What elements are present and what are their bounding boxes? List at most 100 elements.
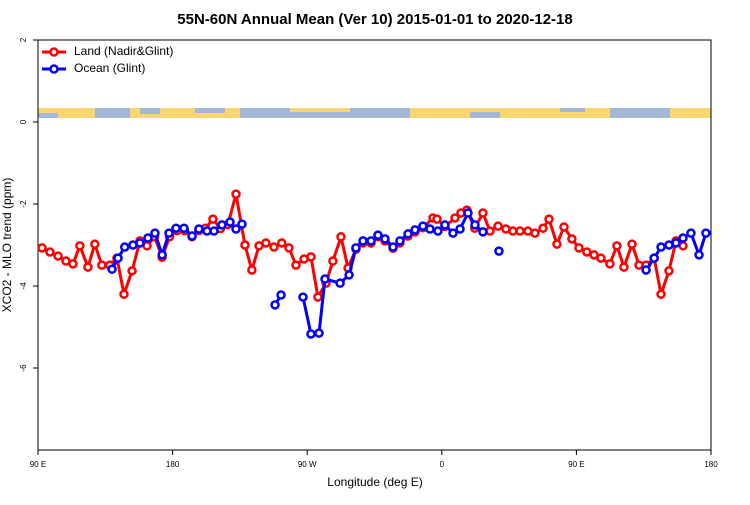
- data-point: [107, 264, 117, 274]
- data-point: [194, 224, 204, 234]
- x-tick-label: 0: [440, 460, 445, 469]
- data-point: [701, 228, 711, 238]
- data-point: [171, 223, 181, 233]
- y-tick-label: 2: [19, 37, 28, 42]
- data-point: [358, 236, 368, 246]
- data-point: [225, 217, 235, 227]
- chart-title: 55N-60N Annual Mean (Ver 10) 2015-01-01 …: [177, 11, 572, 28]
- data-point: [164, 228, 174, 238]
- y-tick-label: -2: [19, 200, 28, 208]
- data-point: [478, 208, 488, 218]
- data-point: [627, 239, 637, 249]
- data-point: [237, 219, 247, 229]
- data-point: [344, 270, 354, 280]
- data-point: [247, 265, 257, 275]
- data-point: [567, 234, 577, 244]
- data-point: [179, 223, 189, 233]
- data-point: [127, 266, 137, 276]
- data-point: [157, 250, 167, 260]
- data-point: [270, 300, 280, 310]
- data-point: [425, 224, 435, 234]
- data-point: [314, 328, 324, 338]
- data-point: [671, 238, 681, 248]
- data-point: [494, 246, 504, 256]
- data-point: [694, 250, 704, 260]
- data-point: [335, 278, 345, 288]
- data-point: [97, 260, 107, 270]
- data-point: [68, 259, 78, 269]
- data-point: [596, 253, 606, 263]
- data-point: [90, 239, 100, 249]
- data-point: [619, 262, 629, 272]
- x-tick-label: 90 E: [30, 460, 46, 469]
- legend-marker: [49, 47, 59, 57]
- data-point: [605, 259, 615, 269]
- data-point: [433, 226, 443, 236]
- data-point: [612, 241, 622, 251]
- x-tick-label: 180: [166, 460, 180, 469]
- data-point: [678, 233, 688, 243]
- data-point: [306, 329, 316, 339]
- data-point: [119, 242, 130, 252]
- data-point: [231, 189, 241, 199]
- data-point: [313, 292, 323, 302]
- data-point: [328, 256, 338, 266]
- map-strip: [38, 108, 711, 118]
- data-point: [277, 238, 287, 248]
- data-point: [395, 236, 405, 246]
- data-point: [373, 230, 383, 240]
- data-point: [53, 251, 63, 261]
- legend-marker: [49, 64, 59, 74]
- data-point: [664, 266, 674, 276]
- data-point: [150, 228, 160, 238]
- y-tick-label: -4: [19, 282, 28, 290]
- data-point: [388, 242, 398, 252]
- data-point: [291, 260, 301, 270]
- y-tick-label: 0: [19, 119, 28, 124]
- data-point: [574, 243, 584, 253]
- data-point: [37, 243, 47, 253]
- data-point: [276, 290, 286, 300]
- y-axis-label: XCO2 - MLO trend (ppm): [0, 178, 14, 313]
- data-point: [649, 253, 659, 263]
- data-point: [306, 252, 316, 262]
- data-point: [231, 224, 241, 234]
- data-point: [432, 214, 442, 224]
- data-point: [463, 208, 473, 218]
- data-point: [656, 289, 666, 299]
- data-point: [493, 221, 503, 231]
- data-point: [478, 227, 488, 237]
- data-point: [135, 238, 145, 248]
- legend-label: Ocean (Glint): [74, 61, 145, 75]
- data-point: [119, 289, 129, 299]
- data-point: [298, 292, 308, 302]
- data-point: [448, 228, 458, 238]
- data-point: [403, 229, 413, 239]
- data-point: [240, 240, 250, 250]
- x-tick-label: 90 E: [568, 460, 584, 469]
- data-point: [336, 232, 346, 242]
- data-point: [351, 243, 361, 253]
- data-point: [83, 262, 93, 272]
- data-point: [366, 236, 376, 246]
- data-point: [455, 224, 465, 234]
- data-point: [45, 247, 55, 257]
- data-point: [380, 234, 390, 244]
- data-point: [530, 228, 540, 238]
- x-axis-label: Longitude (deg E): [327, 475, 422, 489]
- data-point: [113, 253, 123, 263]
- data-point: [209, 226, 219, 236]
- data-point: [143, 233, 153, 243]
- data-point: [552, 239, 562, 249]
- plot-frame: [37, 39, 712, 451]
- y-tick-label: -6: [19, 364, 28, 372]
- data-point: [450, 213, 460, 223]
- data-point: [75, 241, 85, 251]
- data-point: [515, 226, 525, 236]
- data-point: [686, 228, 696, 238]
- data-point: [544, 214, 554, 224]
- x-tick-label: 180: [704, 460, 718, 469]
- data-point: [641, 265, 651, 275]
- data-point: [269, 242, 279, 252]
